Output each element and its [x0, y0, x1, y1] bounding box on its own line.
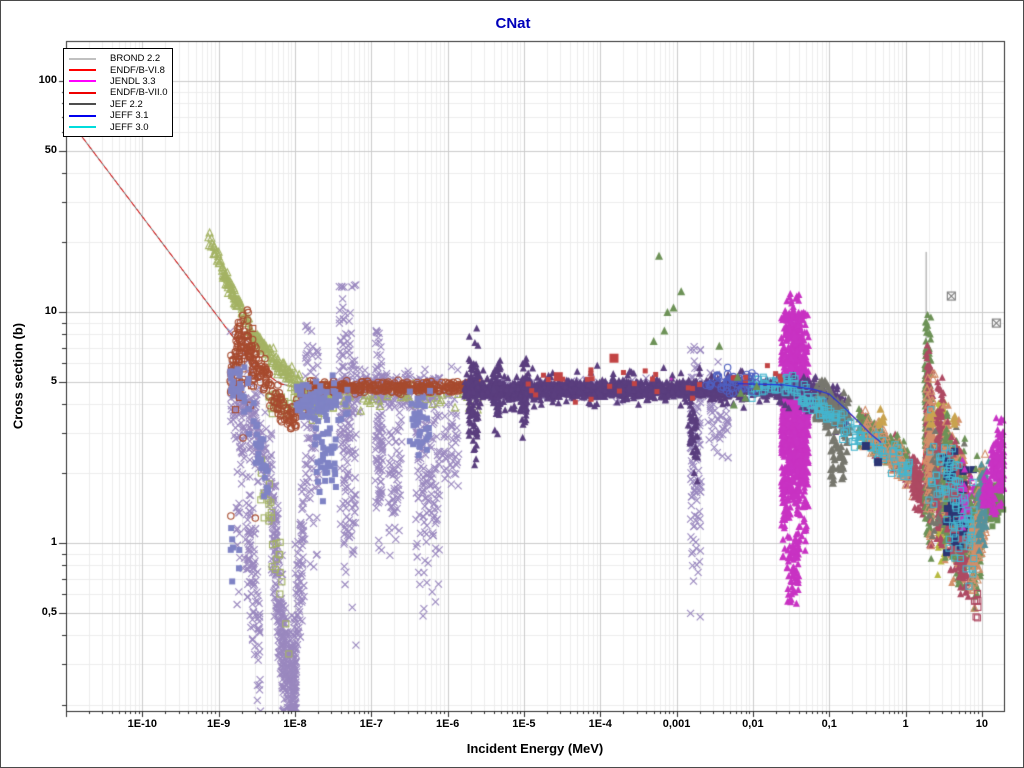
legend-entry-label: JEFF 3.0 [110, 121, 149, 133]
legend-entry-label: JEF 2.2 [110, 98, 143, 110]
legend-entry[interactable]: ENDF/B-VI.8 [69, 64, 168, 76]
legend-entry-label: JENDL 3.3 [110, 75, 156, 87]
legend-entry[interactable]: JEFF 3.0 [69, 121, 168, 133]
legend-entry[interactable]: JEF 2.2 [69, 99, 168, 110]
y-tick-label: 50 [44, 143, 57, 156]
legend-line-swatch [69, 57, 96, 60]
legend-entry-label: ENDF/B-VII.0 [110, 87, 168, 99]
x-tick-label: 0,1 [821, 718, 837, 730]
legend-line-swatch [69, 126, 96, 129]
legend-line-swatch [69, 91, 96, 94]
legend-entry[interactable]: ENDF/B-VII.0 [69, 87, 168, 98]
legend-line-swatch [69, 103, 96, 106]
y-tick-label: 1 [50, 536, 57, 549]
x-axis-title: Incident Energy (MeV) [466, 741, 604, 756]
x-tick-label: 1E-10 [127, 718, 157, 730]
legend-entry[interactable]: JENDL 3.3 [69, 76, 168, 87]
x-tick-label: 1E-9 [207, 718, 231, 730]
x-tick-label: 1E-7 [359, 718, 383, 730]
legend-entry-label: BROND 2.2 [110, 53, 161, 65]
x-tick-label: 0,01 [742, 718, 764, 730]
x-tick-label: 1E-5 [512, 718, 536, 730]
x-tick-label: 1E-6 [435, 718, 460, 730]
y-tick-label: 100 [38, 73, 57, 86]
x-tick-label: 10 [975, 718, 988, 730]
legend-entry-label: JEFF 3.1 [110, 110, 149, 122]
legend-line-swatch [69, 80, 96, 83]
chart-title: CNat [495, 15, 531, 32]
legend-line-swatch [69, 69, 96, 72]
legend-entry-label: ENDF/B-VI.8 [110, 64, 165, 76]
y-tick-label: 5 [50, 374, 57, 387]
legend-entry[interactable]: JEFF 3.1 [69, 110, 168, 121]
legend-box: BROND 2.2 ENDF/B-VI.8 JENDL 3.3 ENDF/B-VII.… [63, 48, 173, 137]
x-tick-label: 1 [902, 718, 909, 730]
y-tick-label: 10 [44, 305, 57, 317]
x-tick-label: 1E-4 [588, 718, 612, 730]
x-tick-label: 0,001 [662, 718, 691, 730]
y-tick-label: 0,5 [41, 605, 57, 618]
legend-entry[interactable]: BROND 2.2 [69, 53, 168, 64]
legend-line-swatch [69, 114, 96, 117]
x-tick-label: 1E-8 [283, 718, 307, 730]
